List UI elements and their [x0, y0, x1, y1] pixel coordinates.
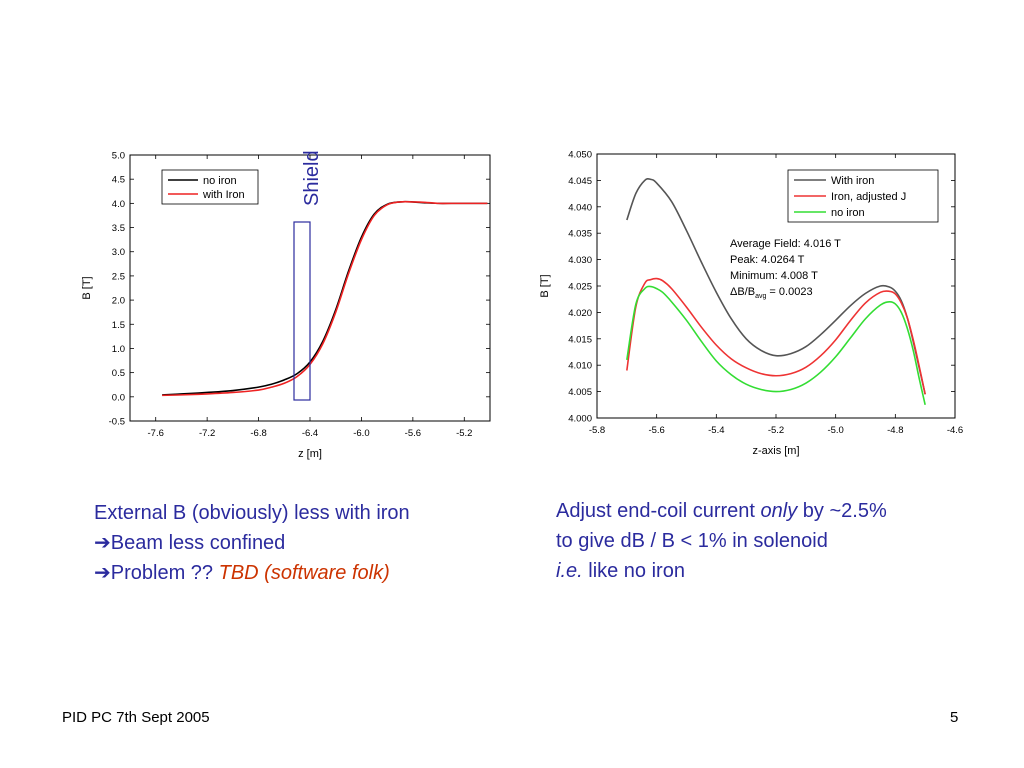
right-legend: With iron Iron, adjusted J no iron — [787, 169, 939, 223]
left-legend-label-with-iron: with Iron — [202, 189, 245, 201]
left-y-tick-label: 1.0 — [112, 344, 125, 355]
annotation-minimum: Minimum: 4.008 T — [730, 270, 818, 282]
left-y-tick-label: 1.5 — [112, 320, 125, 331]
left-y-tick-label: 2.0 — [112, 296, 125, 307]
left-x-tick-label: -6.8 — [250, 428, 266, 439]
annotation-delta: ΔB/Bavg = 0.0023 — [730, 286, 813, 300]
right-legend-label-no-iron: no iron — [831, 207, 865, 219]
left-x-tick-label: -5.6 — [405, 428, 421, 439]
annotation-delta-prefix: ΔB/B — [730, 286, 755, 298]
right-series-no-iron — [626, 285, 926, 405]
arrow-icon: ➔ — [94, 562, 111, 584]
left-y-tick-label: -0.5 — [109, 417, 125, 428]
arrow-icon: ➔ — [94, 532, 111, 554]
left-y-tick-label: 5.0 — [112, 151, 125, 162]
right-y-tick-label: 4.005 — [568, 387, 592, 398]
left-y-tick-label: 0.0 — [112, 392, 125, 403]
left-text-block: External B (obviously) less with iron ➔B… — [94, 498, 410, 588]
right-y-tick-label: 4.015 — [568, 334, 592, 345]
left-legend: no iron with Iron — [161, 169, 259, 205]
left-y-tick-label: 3.0 — [112, 247, 125, 258]
right-chart: 4.000 4.005 4.010 4.015 4.020 4.025 4.030 4.035… — [539, 150, 963, 458]
left-y-tick-label: 4.5 — [112, 175, 125, 186]
left-series — [162, 200, 488, 397]
right-x-axis-label: z-axis [m] — [752, 445, 799, 457]
left-x-tick-label: -7.6 — [148, 428, 164, 439]
left-x-tick-label: -5.2 — [456, 428, 472, 439]
annotation-average: Average Field: 4.016 T — [730, 238, 841, 250]
right-y-tick-label: 4.050 — [568, 150, 592, 161]
right-annotation: Average Field: 4.016 T Peak: 4.0264 T Mi… — [730, 238, 841, 300]
right-text-ie: i.e. — [556, 560, 583, 582]
left-y-ticks: -0.5 0.0 0.5 1.0 1.5 2.0 2.5 3.0 3.5 4.0 4.5 5.0 — [109, 151, 490, 428]
right-text-line-1: Adjust end-coil current only by ~2.5% — [556, 496, 887, 526]
left-text-line-2-body: Beam less confined — [110, 532, 286, 554]
footer-left: PID PC 7th Sept 2005 — [62, 709, 210, 726]
right-text-block: Adjust end-coil current only by ~2.5% to… — [556, 496, 887, 586]
right-y-ticks: 4.000 4.005 4.010 4.015 4.020 4.025 4.030 4.035… — [568, 150, 955, 425]
left-x-ticks: -7.6 -7.2 -6.8 -6.4 -6.0 -5.6 -5.2 — [148, 155, 472, 439]
right-x-tick-label: -5.6 — [648, 425, 664, 436]
right-y-tick-label: 4.000 — [568, 414, 592, 425]
right-y-tick-label: 4.035 — [568, 229, 592, 240]
right-text-line-1-a: Adjust end-coil current — [556, 500, 761, 522]
left-legend-label-no-iron: no iron — [203, 175, 237, 187]
right-text-line-3: i.e. like no iron — [556, 556, 887, 586]
tbd-text: TBD (software folk) — [218, 562, 390, 584]
shield-label: Shield — [301, 150, 323, 206]
right-y-tick-label: 4.040 — [568, 202, 592, 213]
right-x-tick-label: -5.0 — [827, 425, 843, 436]
left-y-tick-label: 0.5 — [112, 368, 125, 379]
left-x-tick-label: -6.4 — [302, 428, 318, 439]
shield-box — [293, 221, 311, 401]
left-y-tick-label: 4.0 — [112, 199, 125, 210]
left-series-no-iron — [162, 200, 488, 396]
right-series — [626, 178, 926, 405]
right-x-ticks: -5.8 -5.6 -5.4 -5.2 -5.0 -4.8 -4.6 — [589, 154, 963, 436]
left-text-line-1: External B (obviously) less with iron — [94, 502, 410, 524]
right-series-iron-adjusted-j — [626, 277, 926, 395]
right-x-tick-label: -5.8 — [589, 425, 605, 436]
right-y-axis-label: B [T] — [539, 274, 551, 297]
right-y-tick-label: 4.010 — [568, 361, 592, 372]
right-text-only: only — [760, 500, 798, 522]
right-text-line-1-c: by ~2.5% — [797, 500, 887, 522]
left-y-tick-label: 2.5 — [112, 271, 125, 282]
left-x-tick-label: -6.0 — [353, 428, 369, 439]
left-x-axis-label: z [m] — [298, 448, 322, 460]
left-text-line-3-a: Problem ?? — [110, 562, 219, 584]
right-y-tick-label: 4.020 — [568, 308, 592, 319]
right-y-tick-label: 4.045 — [568, 176, 592, 187]
right-x-tick-label: -5.2 — [768, 425, 784, 436]
left-x-tick-label: -7.2 — [199, 428, 215, 439]
right-text-line-3-b: like no iron — [582, 560, 685, 582]
annotation-peak: Peak: 4.0264 T — [730, 254, 805, 266]
left-y-tick-label: 3.5 — [112, 223, 125, 234]
right-y-tick-label: 4.030 — [568, 255, 592, 266]
right-y-tick-label: 4.025 — [568, 282, 592, 293]
left-series-with-iron — [162, 200, 488, 397]
annotation-delta-suffix: = 0.0023 — [766, 286, 812, 298]
right-x-tick-label: -5.4 — [708, 425, 724, 436]
right-series-with-iron — [626, 178, 926, 395]
right-x-tick-label: -4.6 — [947, 425, 963, 436]
page-number: 5 — [950, 709, 959, 726]
right-x-tick-label: -4.8 — [887, 425, 903, 436]
right-legend-label-with-iron: With iron — [831, 175, 874, 187]
right-text-line-2: to give dB / B < 1% in solenoid — [556, 530, 828, 552]
left-legend-box — [161, 169, 259, 205]
annotation-delta-sub: avg — [755, 293, 766, 300]
right-legend-label-adjusted: Iron, adjusted J — [831, 191, 906, 203]
left-text-line-3: ➔Problem ?? TBD (software folk) — [94, 558, 410, 588]
left-text-line-2: ➔Beam less confined — [94, 528, 410, 558]
left-chart: -0.5 0.0 0.5 1.0 1.5 2.0 2.5 3.0 3.5 4.0 4.5 5.0 -7… — [81, 150, 491, 460]
left-y-axis-label: B [T] — [81, 276, 93, 299]
